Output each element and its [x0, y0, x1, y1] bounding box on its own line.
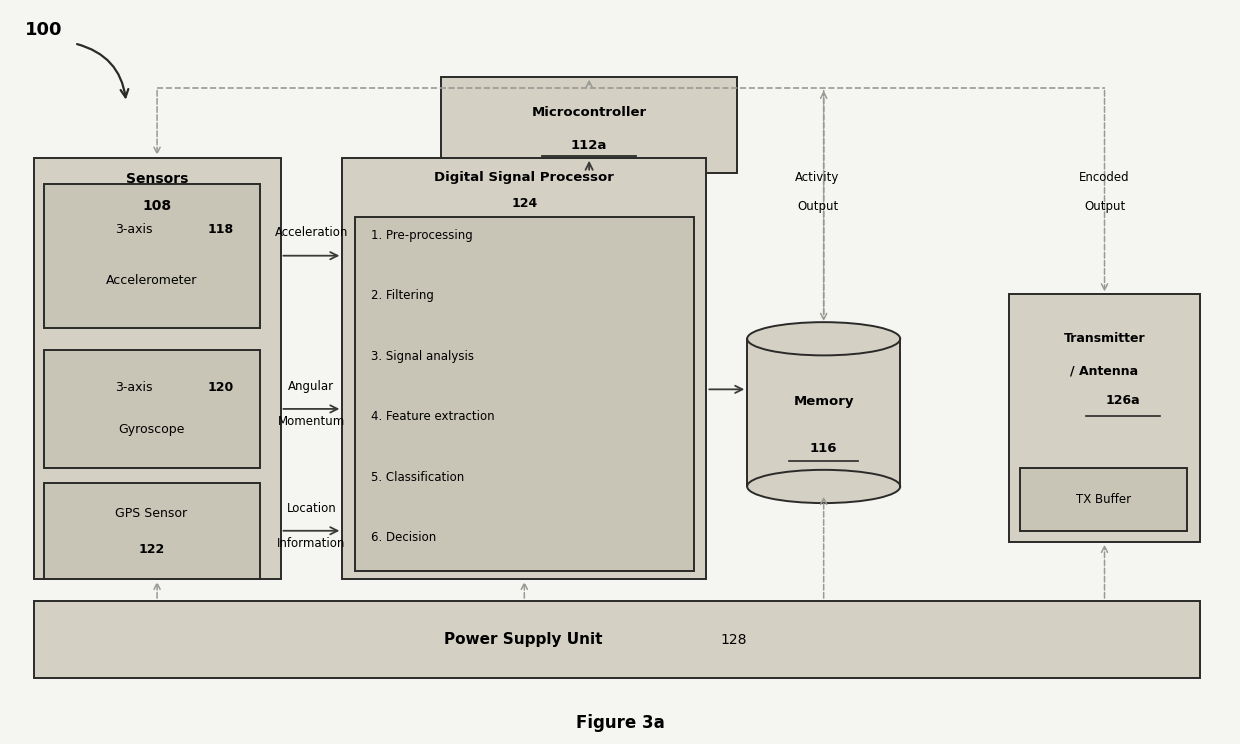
Bar: [43, 350, 259, 468]
Text: Memory: Memory: [794, 395, 854, 408]
Text: Output: Output: [797, 200, 838, 214]
Text: Microcontroller: Microcontroller: [532, 106, 647, 118]
Bar: [441, 77, 738, 173]
Text: Momentum: Momentum: [278, 415, 345, 428]
Ellipse shape: [748, 470, 900, 503]
Text: TX Buffer: TX Buffer: [1076, 493, 1131, 506]
Text: 3-axis: 3-axis: [115, 223, 153, 237]
Text: 108: 108: [143, 199, 171, 213]
Text: Figure 3a: Figure 3a: [575, 713, 665, 732]
FancyArrowPatch shape: [77, 44, 128, 97]
Bar: [33, 601, 1200, 679]
Text: Output: Output: [1084, 200, 1125, 214]
Text: 3-axis: 3-axis: [115, 381, 153, 394]
Text: Transmitter: Transmitter: [1064, 333, 1146, 345]
Text: 122: 122: [139, 543, 165, 557]
Text: 100: 100: [25, 22, 62, 39]
Text: 1. Pre-processing: 1. Pre-processing: [371, 229, 472, 242]
Text: GPS Sensor: GPS Sensor: [115, 507, 187, 520]
Bar: [342, 158, 707, 579]
Text: Location: Location: [286, 501, 336, 515]
Text: 4. Feature extraction: 4. Feature extraction: [371, 410, 495, 423]
Text: / Antenna: / Antenna: [1070, 365, 1138, 378]
Text: 2. Filtering: 2. Filtering: [371, 289, 434, 302]
Text: 116: 116: [810, 441, 837, 455]
Text: 6. Decision: 6. Decision: [371, 531, 436, 544]
Bar: [33, 158, 280, 579]
Text: 126a: 126a: [1106, 394, 1141, 407]
Bar: [355, 217, 694, 571]
Text: Sensors: Sensors: [126, 172, 188, 185]
Text: Angular: Angular: [289, 379, 335, 393]
Ellipse shape: [748, 322, 900, 356]
Bar: [43, 483, 259, 579]
Text: Encoded: Encoded: [1079, 170, 1130, 184]
Text: Acceleration: Acceleration: [275, 226, 348, 240]
Text: 5. Classification: 5. Classification: [371, 470, 464, 484]
Text: 120: 120: [207, 381, 234, 394]
Bar: [43, 184, 259, 327]
Text: 128: 128: [720, 632, 746, 647]
Text: Information: Information: [278, 536, 346, 550]
Text: 112a: 112a: [570, 139, 608, 153]
Text: 124: 124: [511, 197, 537, 210]
Text: Activity: Activity: [795, 170, 839, 184]
Text: Power Supply Unit: Power Supply Unit: [444, 632, 603, 647]
Text: Accelerometer: Accelerometer: [105, 274, 197, 286]
Bar: [1021, 468, 1187, 530]
Text: 3. Signal analysis: 3. Signal analysis: [371, 350, 474, 363]
Text: Gyroscope: Gyroscope: [118, 423, 185, 435]
Text: Digital Signal Processor: Digital Signal Processor: [434, 171, 614, 185]
Bar: [1009, 295, 1200, 542]
Text: 118: 118: [207, 223, 233, 237]
Polygon shape: [748, 339, 900, 487]
